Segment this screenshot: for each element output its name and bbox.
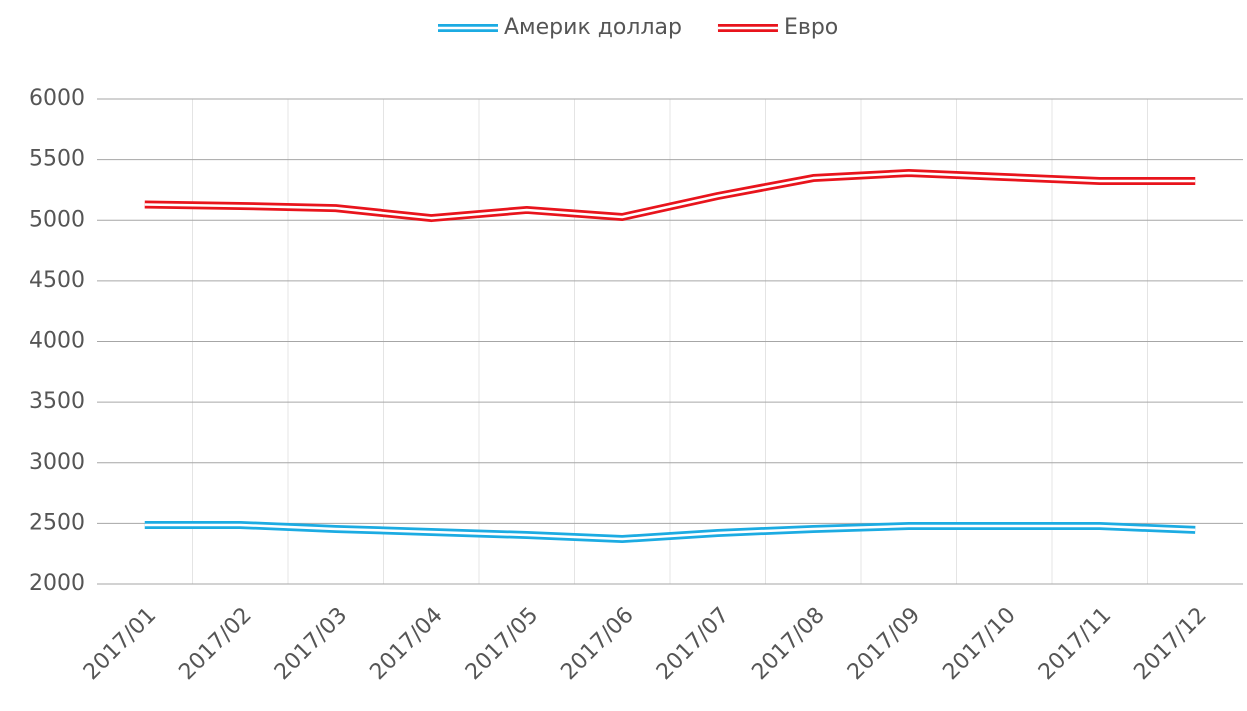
y-tick-label: 3000	[29, 450, 85, 475]
legend-label: Евро	[784, 15, 838, 40]
y-tick-label: 5000	[29, 207, 85, 232]
x-tick-label: 2017/09	[843, 603, 925, 685]
y-tick-label: 5500	[29, 147, 85, 172]
legend-label: Америк доллар	[504, 15, 682, 40]
y-tick-label: 4000	[29, 329, 85, 354]
x-tick-label: 2017/03	[270, 603, 352, 685]
x-tick-label: 2017/01	[79, 603, 161, 685]
x-tick-label: 2017/10	[938, 603, 1020, 685]
x-tick-label: 2017/02	[174, 603, 256, 685]
y-tick-label: 2500	[29, 510, 85, 535]
x-tick-label: 2017/06	[556, 603, 638, 685]
y-tick-label: 4500	[29, 268, 85, 293]
series-line-highlight	[144, 171, 1196, 220]
legend: Америк доллар Евро	[438, 15, 838, 40]
x-tick-label: 2017/04	[365, 603, 447, 685]
x-tick-label: 2017/05	[461, 603, 543, 685]
x-tick-label: 2017/11	[1034, 603, 1116, 685]
series-line-highlight	[144, 523, 1196, 541]
y-tick-label: 6000	[29, 86, 85, 111]
y-tick-label: 2000	[29, 571, 85, 596]
x-tick-label: 2017/12	[1129, 603, 1211, 685]
x-tick-label: 2017/07	[652, 603, 734, 685]
x-tick-label: 2017/08	[747, 603, 829, 685]
y-tick-label: 3500	[29, 389, 85, 414]
